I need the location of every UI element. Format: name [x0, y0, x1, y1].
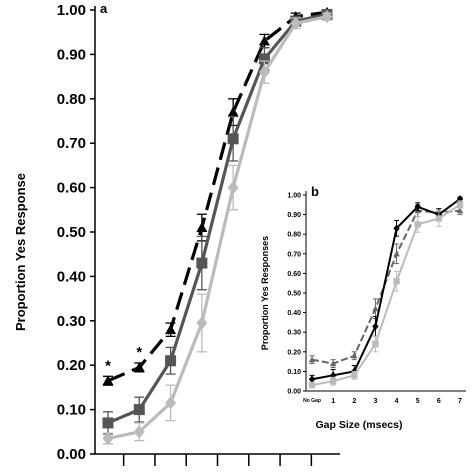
panel-label-a: a — [100, 1, 108, 16]
data-point — [227, 181, 239, 195]
inset-background — [250, 180, 468, 422]
x-tick-label: 7 — [458, 398, 462, 405]
axes-b: 0.00 0.10 0.20 0.30 0.40 0.50 0.60 0.70 0.80 0.90… — [287, 191, 466, 405]
y-tick-label: 0.70 — [57, 135, 86, 152]
significance-mark: * — [136, 344, 142, 361]
y-tick-label: 0.60 — [287, 271, 301, 278]
series-square — [308, 200, 464, 389]
data-point — [393, 278, 400, 285]
data-point — [102, 417, 114, 429]
data-point — [329, 360, 337, 367]
chart-a: a Proportion Yes Response 0.000.100.200.… — [13, 1, 340, 466]
data-point — [196, 316, 208, 330]
data-point — [258, 53, 270, 65]
data-point — [196, 257, 208, 269]
data-point — [258, 65, 270, 79]
y-tick-label: 0.90 — [57, 46, 86, 63]
series-group-b — [308, 195, 464, 389]
data-point — [165, 396, 177, 410]
y-tick-label: 0.20 — [57, 357, 86, 374]
series-line — [107, 12, 328, 425]
data-point — [102, 375, 114, 386]
data-point — [133, 404, 145, 416]
data-point — [308, 356, 316, 363]
data-point — [372, 340, 379, 348]
series-line — [311, 198, 461, 381]
data-point — [372, 322, 379, 331]
data-point — [133, 425, 145, 439]
x-tick-label: 2 — [352, 398, 356, 405]
data-point — [227, 106, 239, 117]
series-line — [311, 203, 461, 387]
data-point — [165, 355, 177, 367]
y-tick-label: 0.00 — [287, 389, 301, 396]
y-tick-label: 0.90 — [287, 212, 301, 219]
data-point — [372, 305, 379, 312]
chart-b: b Proportion Yes Responses Gap Size (mse… — [250, 180, 468, 431]
data-point — [321, 10, 333, 24]
y-tick-label: 0.40 — [287, 310, 301, 317]
data-point — [414, 221, 421, 228]
x-tick-label: 6 — [437, 398, 441, 405]
data-point — [393, 224, 400, 233]
y-tick-label: 0.30 — [287, 330, 301, 337]
data-point — [456, 207, 464, 214]
panel-label-b: b — [311, 184, 319, 199]
x-tick-label: 5 — [416, 398, 420, 405]
series-group-a — [102, 6, 333, 446]
data-point — [102, 431, 114, 446]
y-tick-label: 0.50 — [57, 224, 86, 241]
axes-a: 0.00 0.10 0.20 0.30 0.40 0.50 0.60 0.70 0.80 0.90… — [57, 2, 340, 466]
series-diamond — [102, 10, 333, 446]
y-tick-label: 1.00 — [287, 193, 301, 200]
significance-mark: * — [105, 357, 111, 374]
y-tick-label: 0.10 — [57, 402, 86, 419]
x-tick-label: 4 — [395, 398, 399, 405]
data-point — [133, 361, 145, 372]
y-tick-label: 0.60 — [57, 180, 86, 197]
y-axis-label-b: Proportion Yes Responses — [260, 236, 270, 350]
y-tick-label: 0.70 — [287, 251, 301, 258]
data-point — [196, 222, 208, 232]
x-axis-label-b: Gap Size (msecs) — [316, 419, 403, 431]
y-tick-label: 0.30 — [57, 313, 86, 330]
data-point — [308, 381, 316, 389]
y-tick-label: 0.20 — [287, 349, 301, 356]
series-line — [107, 15, 328, 441]
x-tick-label: 3 — [373, 398, 377, 405]
data-point — [456, 201, 464, 208]
y-tick-label: 0.40 — [57, 268, 86, 285]
y-axis-label-a: Proportion Yes Response — [13, 173, 28, 331]
data-point — [308, 375, 316, 384]
data-point — [329, 378, 337, 385]
data-point — [290, 16, 302, 30]
data-point — [414, 202, 421, 211]
y-tick-label: 0.00 — [57, 446, 86, 463]
y-tick-label: 0.80 — [287, 232, 301, 239]
y-tick-label: 1.00 — [57, 2, 86, 19]
data-point — [351, 372, 358, 379]
y-tick-label: 0.80 — [57, 91, 86, 108]
x-tick-label: 1 — [331, 398, 335, 405]
data-point — [435, 215, 443, 222]
y-tick-label: 0.10 — [287, 369, 301, 376]
data-point — [227, 133, 239, 145]
x-tick-label: No Gap — [303, 398, 321, 404]
data-point — [393, 250, 400, 257]
y-tick-label: 0.50 — [287, 291, 301, 298]
data-point — [165, 324, 177, 335]
data-point — [258, 35, 270, 46]
data-point — [351, 352, 358, 359]
